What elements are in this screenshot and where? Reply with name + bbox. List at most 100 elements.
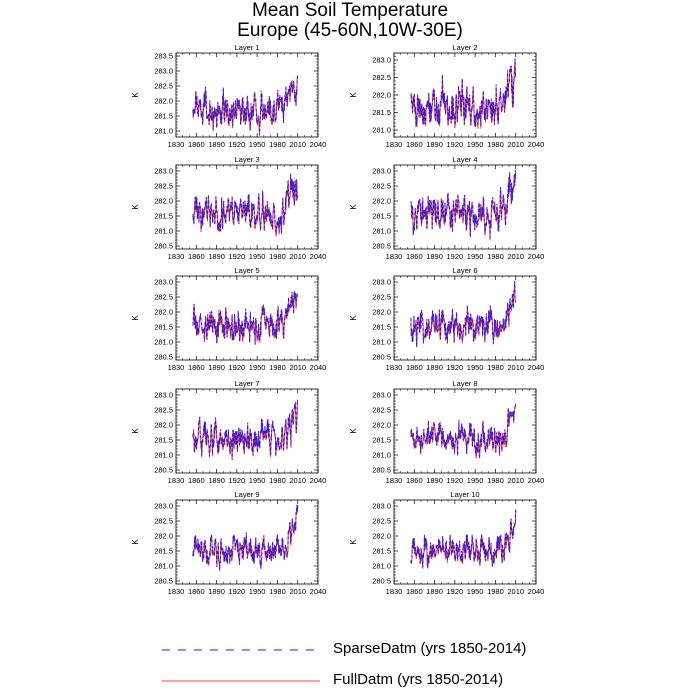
x-tick-label: 1950 (249, 476, 266, 485)
y-tick-label: 282.5 (372, 73, 391, 82)
x-tick-label: 2040 (528, 140, 545, 149)
y-axis-label: K (131, 204, 140, 210)
panel-title: Layer 2 (452, 43, 477, 52)
x-tick-label: 1890 (426, 140, 443, 149)
y-tick-label: 281.0 (154, 127, 173, 136)
series-sparse-line (410, 508, 517, 568)
panel-layer-8: Layer 8 K 1830 1860 1890 1920 1950 1980 2010 2040… (349, 379, 544, 485)
x-tick-label: 2010 (289, 476, 306, 485)
x-tick-label: 1860 (188, 252, 205, 261)
y-tick-label: 281.5 (372, 108, 391, 117)
x-tick-label: 2010 (507, 252, 524, 261)
x-tick-label: 1950 (467, 587, 484, 596)
x-tick-label: 2010 (289, 587, 306, 596)
x-tick-label: 1980 (487, 587, 504, 596)
x-tick-label: 2040 (310, 252, 327, 261)
y-tick-label: 282.0 (154, 97, 173, 106)
x-tick-label: 1860 (406, 587, 423, 596)
y-tick-label: 283.5 (154, 52, 173, 61)
panel-layer-9: Layer 9 K 1830 1860 1890 1920 1950 1980 2010 2040… (131, 490, 326, 596)
x-tick-label: 2010 (507, 587, 524, 596)
y-tick-label: 281.5 (372, 436, 391, 445)
series-sparse-line (192, 291, 299, 345)
y-tick-label: 280.5 (372, 242, 391, 251)
x-tick-label: 2010 (507, 140, 524, 149)
x-tick-label: 1920 (229, 476, 246, 485)
y-tick-label: 283.0 (372, 167, 391, 176)
y-tick-label: 281.5 (154, 212, 173, 221)
y-tick-label: 281.0 (372, 338, 391, 347)
panel-layer-3: Layer 3 K 1830 1860 1890 1920 1950 1980 2010 2040… (131, 155, 326, 261)
panel-layer-10: Layer 10 K 1830 1860 1890 1920 1950 1980 2010 204… (349, 490, 544, 596)
x-tick-label: 1890 (208, 476, 225, 485)
y-tick-label: 283.0 (372, 278, 391, 287)
x-tick-label: 1860 (188, 363, 205, 372)
y-tick-label: 283.0 (154, 67, 173, 76)
y-tick-label: 281.5 (372, 323, 391, 332)
x-tick-label: 1860 (188, 587, 205, 596)
y-tick-label: 282.5 (372, 406, 391, 415)
x-tick-label: 1890 (208, 252, 225, 261)
y-tick-label: 280.5 (154, 242, 173, 251)
x-tick-label: 1950 (467, 140, 484, 149)
legend-sparse-label: SparseDatm (yrs 1850-2014) (333, 640, 527, 657)
x-tick-label: 2010 (507, 476, 524, 485)
x-tick-label: 1890 (208, 363, 225, 372)
x-tick-label: 1830 (386, 140, 403, 149)
x-tick-label: 1830 (168, 587, 185, 596)
panel-title: Layer 5 (234, 266, 259, 275)
x-tick-label: 1920 (229, 252, 246, 261)
x-tick-label: 1980 (487, 140, 504, 149)
x-tick-label: 1830 (386, 363, 403, 372)
x-tick-label: 1830 (168, 476, 185, 485)
panel-layer-5: Layer 5 K 1830 1860 1890 1920 1950 1980 2010 2040… (131, 266, 326, 372)
y-tick-label: 280.5 (372, 466, 391, 475)
x-tick-label: 2040 (528, 363, 545, 372)
y-axis-label: K (349, 539, 358, 545)
y-tick-label: 281.0 (154, 562, 173, 571)
x-tick-label: 1830 (168, 140, 185, 149)
y-tick-label: 282.5 (154, 82, 173, 91)
x-tick-label: 1950 (249, 252, 266, 261)
x-tick-label: 2040 (310, 476, 327, 485)
y-tick-label: 283.0 (154, 167, 173, 176)
series-sparse-line (192, 75, 299, 136)
y-tick-label: 282.5 (154, 182, 173, 191)
panel-layer-1: Layer 1 K 1830 1860 1890 1920 1950 1980 2010 2040… (131, 43, 326, 149)
x-tick-label: 1830 (168, 252, 185, 261)
x-tick-label: 1860 (406, 140, 423, 149)
x-tick-label: 1920 (447, 252, 464, 261)
x-tick-label: 1950 (249, 140, 266, 149)
x-tick-label: 2040 (528, 587, 545, 596)
y-tick-label: 282.5 (372, 517, 391, 526)
x-tick-label: 1950 (467, 476, 484, 485)
x-tick-label: 1890 (426, 476, 443, 485)
x-tick-label: 1920 (447, 587, 464, 596)
y-tick-label: 281.5 (154, 323, 173, 332)
legend-full-label: FullDatm (yrs 1850-2014) (333, 671, 504, 688)
y-tick-label: 282.0 (372, 91, 391, 100)
y-tick-label: 283.0 (372, 391, 391, 400)
y-tick-label: 282.0 (372, 532, 391, 541)
x-tick-label: 1830 (386, 587, 403, 596)
x-tick-label: 1980 (269, 363, 286, 372)
x-tick-label: 1920 (447, 140, 464, 149)
y-tick-label: 282.0 (154, 532, 173, 541)
x-tick-label: 2010 (289, 140, 306, 149)
x-tick-label: 1860 (188, 476, 205, 485)
x-tick-label: 1860 (406, 476, 423, 485)
series-sparse-line (192, 504, 299, 570)
y-tick-label: 282.0 (372, 421, 391, 430)
series-sparse-line (410, 280, 517, 347)
y-tick-label: 281.0 (154, 451, 173, 460)
y-tick-label: 282.5 (154, 517, 173, 526)
y-tick-label: 280.5 (372, 577, 391, 586)
y-tick-label: 281.5 (154, 436, 173, 445)
y-axis-label: K (131, 539, 140, 545)
x-tick-label: 2010 (289, 252, 306, 261)
y-tick-label: 282.0 (154, 308, 173, 317)
panel-title: Layer 3 (234, 155, 259, 164)
series-sparse-line (410, 403, 517, 459)
chart-title: Mean Soil Temperature (251, 0, 449, 21)
